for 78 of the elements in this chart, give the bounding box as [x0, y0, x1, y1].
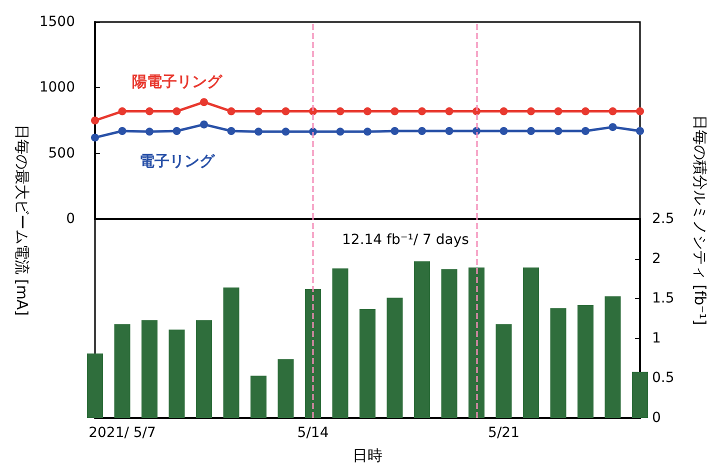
series-label: 陽電子リング: [132, 72, 223, 90]
x-tick-label: 2021/ 5/7: [88, 425, 156, 441]
bar: [168, 330, 185, 418]
point: [527, 107, 535, 116]
point: [500, 127, 508, 136]
bar: [604, 296, 621, 418]
bar: [332, 268, 348, 418]
y-axis-title: 日毎の最大ビーム電流 [mA]: [13, 124, 31, 316]
bar: [278, 359, 294, 418]
point: [445, 107, 454, 116]
point: [227, 127, 236, 136]
point: [418, 107, 426, 116]
bar: [578, 304, 594, 418]
point: [118, 107, 126, 116]
bar: [305, 289, 321, 418]
point: [146, 107, 154, 116]
point: [282, 107, 290, 116]
y-tick-label: 0.5: [652, 370, 674, 386]
x-tick-label: 5/21: [488, 425, 520, 441]
point: [200, 98, 208, 106]
y-tick-label: 2: [652, 250, 661, 267]
point: [418, 127, 426, 136]
bar: [87, 354, 103, 418]
point: [364, 128, 372, 136]
x-axis-title: 日時: [352, 446, 382, 464]
y-tick-label: 1.5: [652, 290, 674, 307]
y-axis-title: 日毎の積分ルミノシティ [fb⁻¹]: [691, 114, 709, 326]
point: [91, 134, 99, 142]
bar: [468, 268, 484, 418]
bar: [496, 324, 512, 418]
point: [200, 120, 208, 128]
y-tick-label: 500: [48, 145, 75, 162]
point: [608, 123, 617, 132]
bar: [196, 320, 212, 418]
x-tick-label: 5/14: [297, 425, 329, 441]
point: [500, 107, 508, 116]
point: [254, 128, 262, 136]
bar: [632, 372, 648, 418]
point: [227, 107, 236, 116]
point: [336, 107, 344, 116]
bar: [550, 308, 566, 418]
bar: [414, 261, 430, 418]
annotation: 12.14 fb⁻¹/ 7 days: [342, 232, 469, 248]
y-tick-label: 1: [652, 330, 661, 346]
point: [254, 107, 262, 116]
point: [582, 127, 590, 136]
point: [282, 128, 290, 136]
point: [554, 127, 562, 136]
y-tick-label: 0: [66, 211, 75, 227]
y-tick-label: 0: [652, 410, 661, 426]
point: [390, 107, 399, 116]
y-tick-label: 1000: [39, 80, 75, 96]
bar: [250, 376, 266, 418]
point: [364, 107, 372, 116]
point: [91, 116, 99, 124]
point: [172, 127, 181, 136]
bar: [386, 298, 403, 418]
bar: [142, 320, 158, 418]
point: [582, 107, 590, 116]
series-label: 電子リング: [139, 152, 216, 170]
point: [146, 128, 154, 136]
point: [172, 107, 181, 116]
point: [636, 127, 644, 136]
point: [445, 127, 454, 136]
point: [118, 127, 126, 136]
y-tick-label: 1500: [39, 14, 75, 30]
bar: [360, 308, 376, 418]
bar: [523, 268, 539, 418]
point: [390, 127, 399, 136]
bar: [441, 269, 458, 418]
point: [527, 127, 535, 136]
y-tick-label: 2.5: [652, 211, 674, 227]
point: [636, 107, 644, 116]
bar: [223, 287, 240, 418]
bar: [114, 324, 130, 418]
point: [554, 107, 562, 116]
point: [608, 107, 617, 116]
point: [336, 128, 344, 136]
